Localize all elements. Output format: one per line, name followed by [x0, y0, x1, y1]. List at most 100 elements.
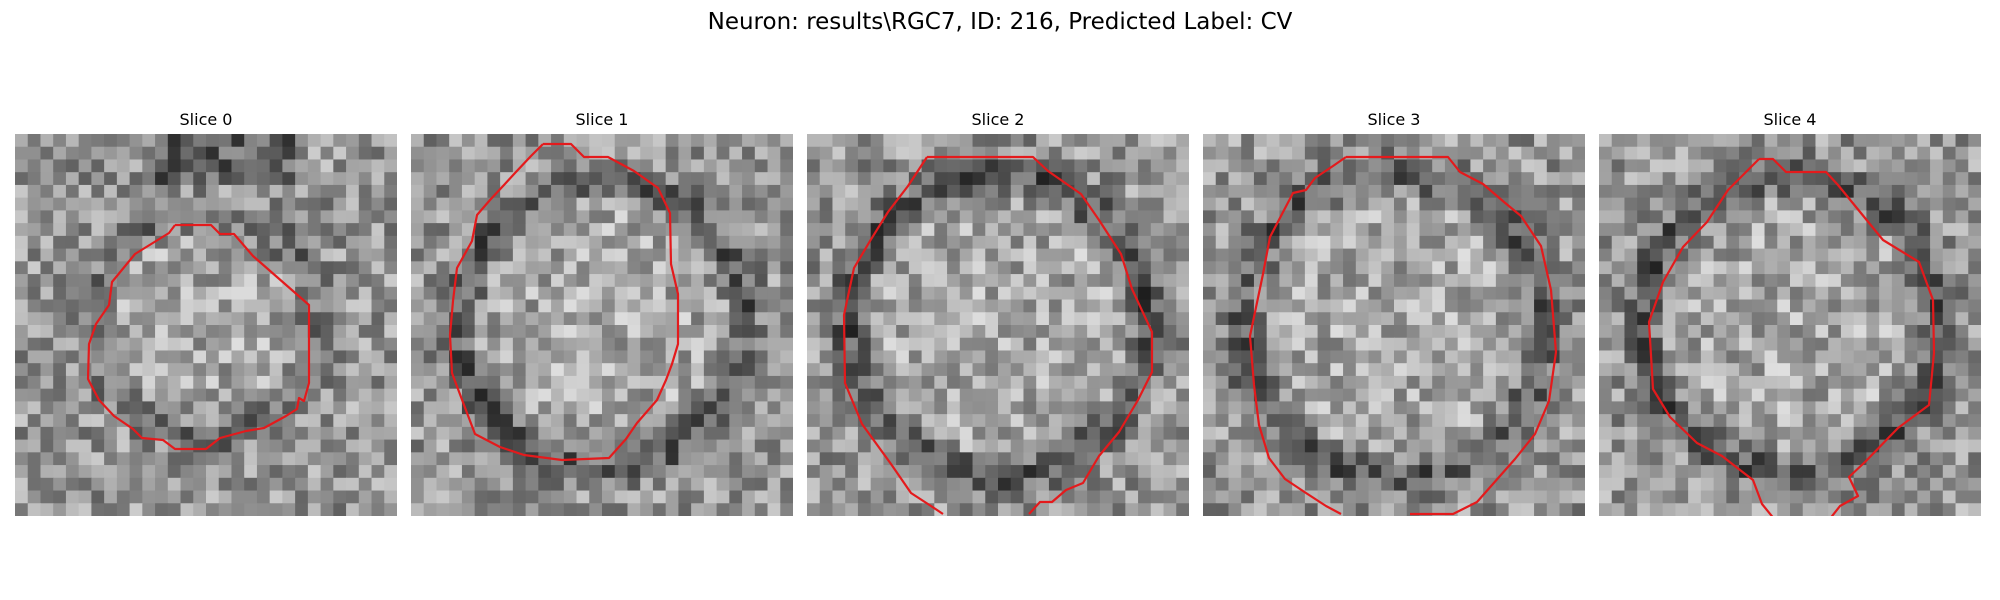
image-pixel: [1138, 172, 1151, 185]
image-pixel: [1521, 465, 1534, 478]
image-pixel: [1803, 325, 1816, 338]
image-pixel: [104, 198, 117, 211]
image-pixel: [691, 274, 704, 287]
image-pixel: [1560, 325, 1573, 338]
image-pixel: [168, 159, 181, 172]
image-pixel: [1943, 389, 1956, 402]
image-pixel: [1866, 147, 1879, 160]
image-pixel: [1650, 452, 1663, 465]
image-pixel: [155, 300, 168, 313]
image-pixel: [1534, 147, 1547, 160]
image-pixel: [858, 363, 871, 376]
image-pixel: [359, 210, 372, 223]
image-pixel: [346, 350, 359, 363]
image-pixel: [1854, 249, 1867, 262]
image-pixel: [1624, 134, 1637, 147]
image-pixel: [1956, 249, 1969, 262]
image-pixel: [871, 478, 884, 491]
image-pixel: [627, 338, 640, 351]
image-pixel: [15, 274, 28, 287]
image-pixel: [998, 414, 1011, 427]
image-pixel: [807, 427, 820, 440]
image-pixel: [780, 503, 793, 516]
image-pixel: [1534, 134, 1547, 147]
image-pixel: [104, 350, 117, 363]
image-pixel: [411, 427, 424, 440]
image-pixel: [780, 350, 793, 363]
image-pixel: [1701, 287, 1714, 300]
image-pixel: [53, 223, 66, 236]
image-pixel: [1599, 478, 1612, 491]
image-pixel: [436, 172, 449, 185]
image-pixel: [678, 312, 691, 325]
image-pixel: [513, 325, 526, 338]
image-pixel: [359, 363, 372, 376]
image-pixel: [845, 172, 858, 185]
image-pixel: [270, 287, 283, 300]
image-pixel: [1228, 185, 1241, 198]
image-pixel: [666, 427, 679, 440]
image-pixel: [1394, 172, 1407, 185]
image-pixel: [1509, 274, 1522, 287]
slice-panel-3: Slice 3: [1203, 0, 1585, 600]
image-pixel: [1714, 440, 1727, 453]
image-pixel: [1534, 440, 1547, 453]
image-pixel: [1125, 389, 1138, 402]
image-pixel: [142, 159, 155, 172]
image-pixel: [1956, 491, 1969, 504]
image-pixel: [1138, 350, 1151, 363]
image-pixel: [1381, 300, 1394, 313]
image-pixel: [1790, 159, 1803, 172]
image-pixel: [1164, 427, 1177, 440]
image-pixel: [295, 503, 308, 516]
image-pixel: [1330, 389, 1343, 402]
image-pixel: [1828, 223, 1841, 236]
image-pixel: [526, 223, 539, 236]
image-pixel: [704, 363, 717, 376]
image-pixel: [729, 134, 742, 147]
image-pixel: [1547, 478, 1560, 491]
image-pixel: [1866, 185, 1879, 198]
image-pixel: [1267, 401, 1280, 414]
image-pixel: [1752, 185, 1765, 198]
image-pixel: [1496, 440, 1509, 453]
image-pixel: [193, 312, 206, 325]
image-pixel: [1612, 491, 1625, 504]
image-pixel: [1547, 261, 1560, 274]
image-pixel: [436, 427, 449, 440]
image-pixel: [909, 249, 922, 262]
image-pixel: [1765, 172, 1778, 185]
image-pixel: [1011, 427, 1024, 440]
image-pixel: [91, 338, 104, 351]
image-pixel: [742, 261, 755, 274]
image-pixel: [1956, 236, 1969, 249]
image-pixel: [411, 401, 424, 414]
image-pixel: [1905, 134, 1918, 147]
image-pixel: [193, 478, 206, 491]
image-pixel: [1675, 185, 1688, 198]
image-pixel: [704, 440, 717, 453]
image-pixel: [1062, 249, 1075, 262]
image-pixel: [577, 312, 590, 325]
image-pixel: [883, 134, 896, 147]
image-pixel: [270, 389, 283, 402]
image-pixel: [462, 376, 475, 389]
image-pixel: [28, 389, 41, 402]
image-pixel: [1113, 223, 1126, 236]
image-pixel: [934, 223, 947, 236]
image-pixel: [359, 350, 372, 363]
image-pixel: [436, 389, 449, 402]
image-pixel: [526, 185, 539, 198]
image-pixel: [1675, 300, 1688, 313]
image-pixel: [53, 134, 66, 147]
image-pixel: [1458, 363, 1471, 376]
image-pixel: [1956, 452, 1969, 465]
image-pixel: [295, 236, 308, 249]
image-pixel: [1023, 261, 1036, 274]
image-pixel: [1023, 223, 1036, 236]
image-pixel: [678, 452, 691, 465]
image-pixel: [845, 503, 858, 516]
image-pixel: [1100, 452, 1113, 465]
image-pixel: [627, 491, 640, 504]
image-pixel: [1612, 440, 1625, 453]
